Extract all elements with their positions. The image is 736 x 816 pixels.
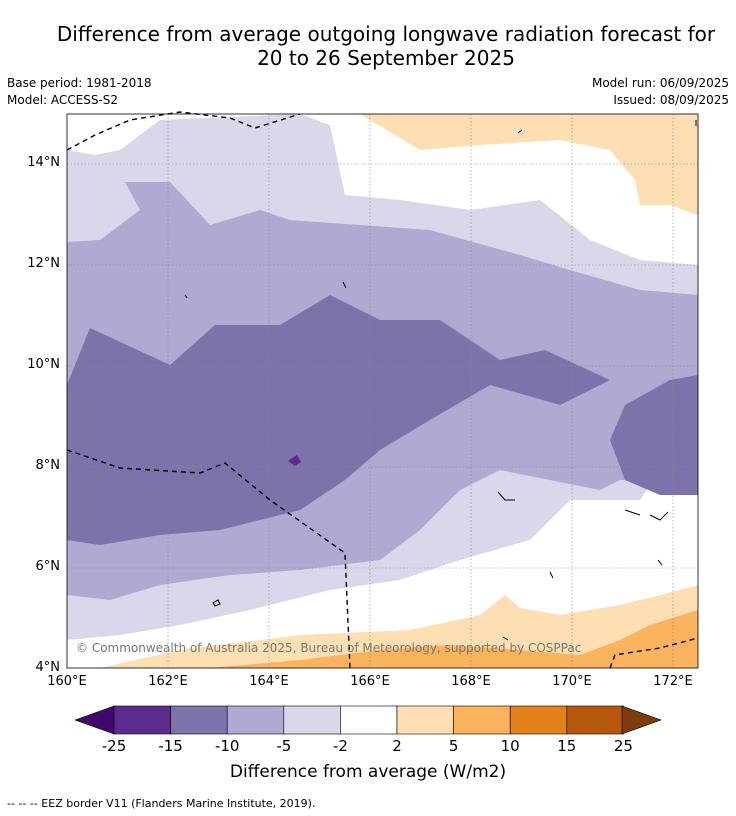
contour-5-to-10 [210, 610, 698, 668]
colorbar-bin-3 [226, 705, 285, 735]
colorbar-tick: 2 [392, 737, 402, 755]
lon-label-160: 160°E [47, 674, 87, 689]
lon-label-172: 172°E [653, 674, 693, 689]
lon-label-170: 170°E [552, 674, 592, 689]
colorbar-bin-4 [283, 705, 341, 735]
copyright-notice: © Commonwealth of Australia 2025, Bureau… [76, 641, 582, 655]
issued-date: Issued: 08/09/2025 [613, 93, 729, 107]
contour-2-to-5-south [100, 585, 698, 668]
lon-label-164: 164°E [249, 674, 289, 689]
eez-border [66, 111, 699, 669]
colorbar-bin-8 [509, 705, 568, 735]
lat-label-12: 12°N [27, 256, 60, 271]
meta-right: Model run: 06/09/2025 Issued: 08/09/2025 [592, 75, 729, 109]
colorbar-bin-1 [113, 705, 171, 735]
colorbar-tick: -10 [214, 737, 240, 755]
lat-label-4: 4°N [35, 660, 61, 675]
colorbar-bin-9 [566, 705, 624, 735]
colorbar-bin-2 [170, 705, 228, 735]
colorbar-tick: 5 [448, 737, 459, 755]
colorbar-tick: -15 [158, 737, 183, 755]
title-line-2: 20 to 26 September 2025 [257, 46, 515, 70]
colorbar-tick: 10 [500, 737, 520, 755]
map-frame [66, 113, 699, 669]
contour-2-to-5-north [360, 114, 698, 215]
lon-label-166: 166°E [350, 674, 390, 689]
colorbar-bin-7 [453, 705, 511, 735]
colorbar-title: Difference from average (W/m2) [229, 762, 507, 782]
lat-label-6: 6°N [35, 559, 61, 574]
anomaly-field [67, 114, 698, 668]
colorbar-tick: -25 [101, 737, 127, 755]
colorbar-bin-5 [340, 705, 398, 735]
title-line-1: Difference from average outgoing longwav… [56, 22, 716, 46]
colorbar-tick: -5 [276, 737, 292, 755]
map-title: Difference from average outgoing longwav… [0, 22, 736, 70]
model-name: Model: ACCESS-S2 [7, 93, 119, 107]
gridlines [67, 114, 698, 668]
model-run: Model run: 06/09/2025 [591, 76, 729, 90]
contour-minus10-to-minus15 [67, 295, 610, 545]
colorbar-bin-6 [396, 705, 454, 735]
colorbar-tick: 15 [557, 737, 577, 755]
island-outlines [184, 120, 697, 641]
lon-label-168: 168°E [451, 674, 491, 689]
contour-minus15-to-minus25 [288, 455, 301, 466]
lon-label-162: 162°E [148, 674, 188, 689]
lat-label-10: 10°N [27, 357, 60, 372]
eez-legend: -- -- -- EEZ border V11 (Flanders Marine… [7, 797, 316, 810]
colorbar-overflow [621, 705, 662, 735]
lat-label-8: 8°N [35, 458, 61, 473]
base-period: Base period: 1981-2018 [7, 76, 152, 90]
contour-minus10-to-minus15-east [610, 375, 698, 495]
colorbar [74, 705, 662, 735]
colorbar-tick: -2 [332, 737, 348, 755]
lat-label-14: 14°N [27, 155, 60, 170]
meta-left: Base period: 1981-2018 Model: ACCESS-S2 [7, 75, 152, 109]
colorbar-tick: 25 [613, 737, 633, 755]
colorbar-underflow [74, 705, 115, 735]
